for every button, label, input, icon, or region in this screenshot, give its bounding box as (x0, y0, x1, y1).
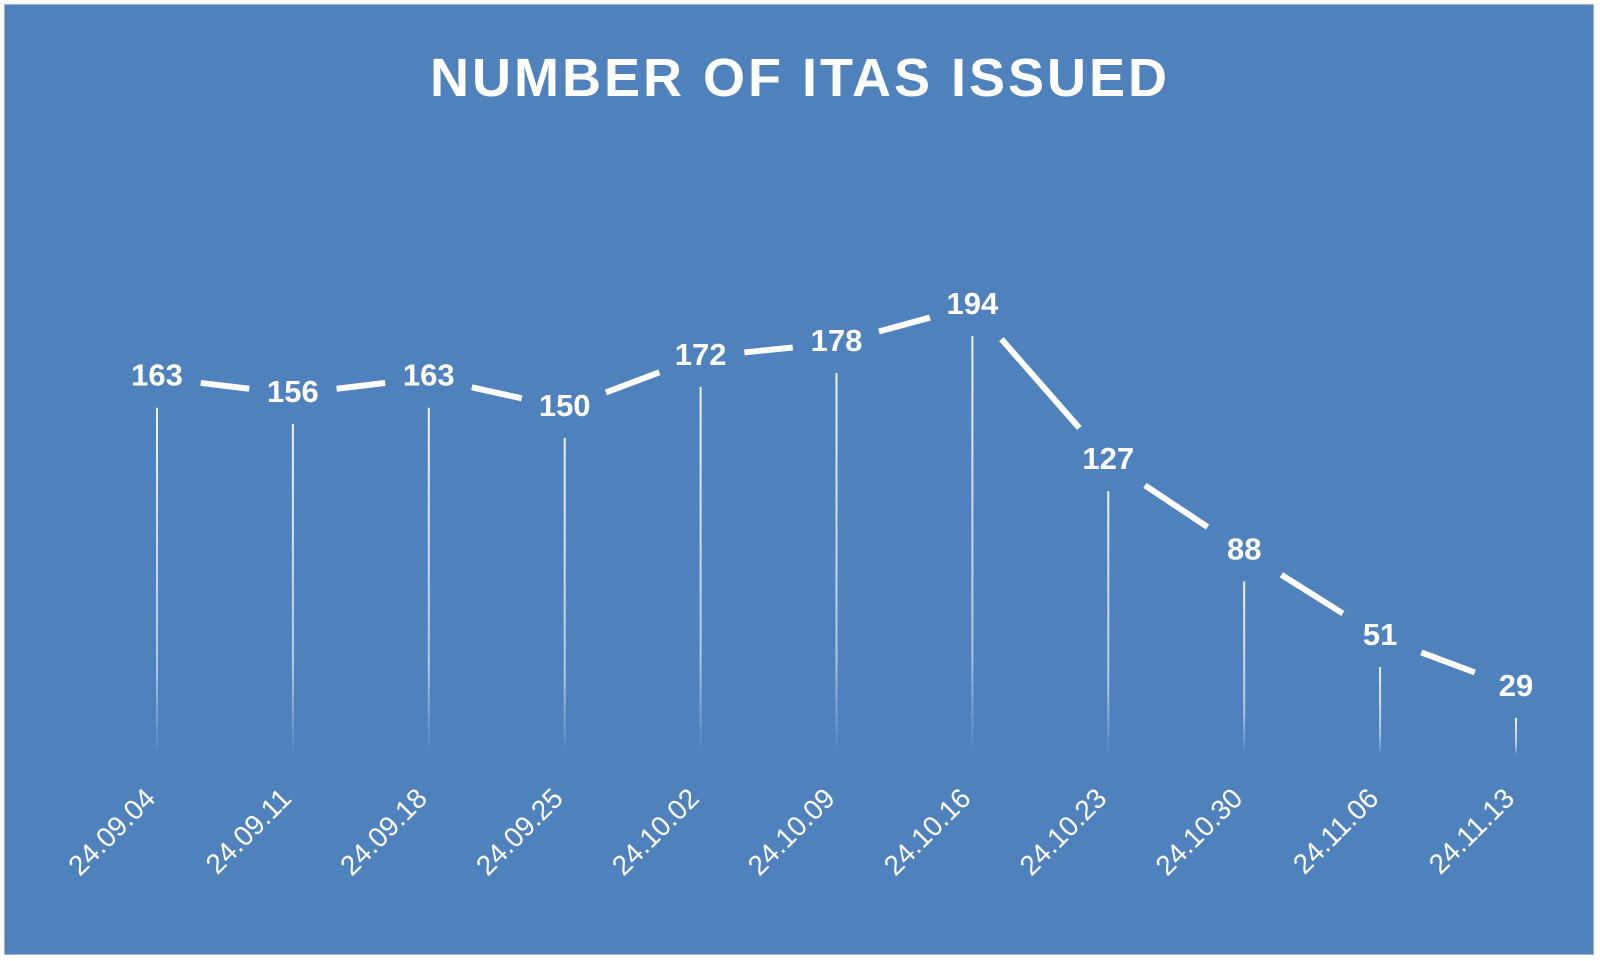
drop-line-24.09.11 (291, 423, 294, 755)
drop-line-24.10.30 (1243, 581, 1246, 755)
drop-line-24.10.23 (1107, 491, 1110, 755)
data-label-24.09.04: 163 (131, 358, 183, 393)
data-label-24.10.09: 178 (811, 323, 863, 358)
drop-line-24.11.06 (1379, 666, 1382, 755)
drop-line-24.09.18 (427, 407, 430, 755)
drop-lines (156, 336, 1517, 755)
line-segment-24.09.18-24.09.25 (471, 384, 523, 402)
line-segment-24.10.30-24.11.06 (1279, 572, 1345, 617)
drop-line-24.10.09 (835, 373, 838, 755)
line-segment-24.10.23-24.10.30 (1143, 482, 1210, 530)
x-tick-label-24.10.16: 24.10.16 (878, 782, 977, 881)
data-label-24.09.18: 163 (403, 358, 455, 393)
x-tick-label-24.10.02: 24.10.02 (606, 782, 705, 881)
series-line (200, 314, 1476, 676)
data-label-24.09.25: 150 (539, 388, 591, 423)
x-tick-label-24.09.11: 24.09.11 (200, 782, 298, 880)
data-labels: 163 156 163 150 172 178 194 127 88 51 29 (131, 286, 1533, 703)
data-label-24.10.30: 88 (1227, 531, 1261, 566)
x-tick-label-24.11.06: 24.11.06 (1287, 782, 1385, 880)
line-segment-24.10.09-24.10.16 (878, 314, 931, 335)
drop-line-24.10.16 (971, 336, 974, 755)
drop-line-24.10.02 (699, 386, 702, 755)
line-segment-24.09.04-24.09.11 (200, 379, 250, 392)
line-segment-24.09.25-24.10.02 (604, 369, 661, 396)
drop-line-24.09.04 (156, 407, 158, 755)
line-segment-24.10.02-24.10.09 (744, 344, 794, 356)
x-tick-label-24.09.04: 24.09.04 (62, 782, 161, 881)
line-segment-24.11.06-24.11.13 (1420, 649, 1476, 676)
drop-line-24.11.13 (1515, 717, 1517, 755)
x-tick-label-24.09.25: 24.09.25 (470, 782, 569, 881)
data-label-24.10.02: 172 (675, 337, 727, 372)
data-label-24.10.16: 194 (947, 286, 999, 321)
x-tick-label-24.09.18: 24.09.18 (334, 782, 433, 881)
chart-background (4, 4, 1594, 955)
data-label-24.09.11: 156 (267, 374, 319, 409)
data-label-24.10.23: 127 (1082, 441, 1134, 476)
drop-line-24.09.25 (563, 437, 566, 755)
line-segment-24.10.16-24.10.23 (999, 337, 1082, 430)
x-tick-label-24.11.13: 24.11.13 (1423, 782, 1521, 880)
x-tick-label-24.10.30: 24.10.30 (1149, 782, 1248, 881)
x-tick-label-24.10.09: 24.10.09 (742, 782, 841, 881)
x-tick-label-24.10.23: 24.10.23 (1014, 782, 1113, 881)
line-segment-24.09.11-24.09.18 (336, 379, 386, 392)
data-label-24.11.06: 51 (1363, 617, 1397, 652)
x-axis-tick-labels: 24.09.04 24.09.11 24.09.18 24.09.25 24.10.02… (62, 782, 1520, 881)
data-label-24.11.13: 29 (1499, 668, 1533, 703)
chart-title: NUMBER OF ITAS ISSUED (430, 48, 1170, 108)
